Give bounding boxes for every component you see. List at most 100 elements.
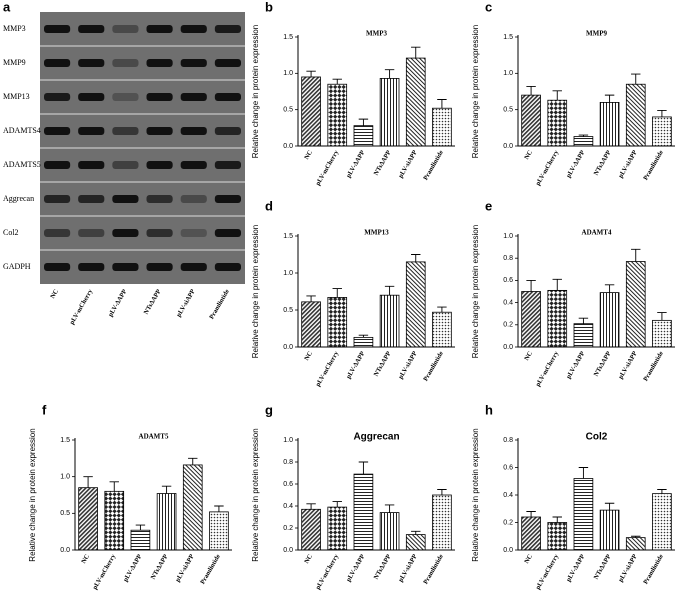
bar	[327, 83, 348, 147]
error-bar	[332, 501, 342, 508]
band	[112, 127, 139, 135]
error-bar	[552, 278, 562, 291]
panel-letter: d	[265, 198, 273, 213]
error-bar	[578, 317, 589, 324]
x-tick-label: NTsΔAPP	[373, 350, 393, 377]
y-tick-label: 0.6	[283, 481, 293, 488]
row-label: ADAMTS4	[3, 126, 41, 135]
error-bar	[526, 511, 536, 517]
band	[214, 127, 241, 135]
bar	[432, 311, 452, 348]
error-bar	[526, 85, 536, 96]
error-bar	[604, 94, 615, 103]
error-bar	[578, 467, 589, 479]
panel-letter: e	[485, 198, 492, 213]
x-tick-label: NTsΔAPP	[593, 350, 613, 377]
error-bar	[358, 334, 369, 338]
bar	[405, 261, 426, 348]
row-label: ADAMTS5	[3, 160, 41, 169]
y-tick-label: 0.2	[283, 525, 293, 532]
chart-title: Aggrecan	[353, 432, 399, 443]
x-tick-label: pLV-mCherry	[535, 149, 561, 187]
panel-letter: g	[265, 402, 273, 417]
x-tick-label: pLV-siAPP	[617, 149, 638, 179]
band	[112, 25, 139, 33]
y-tick-label: 1.5	[283, 233, 293, 240]
error-bar	[604, 502, 615, 511]
error-bar	[332, 78, 342, 85]
error-bar	[358, 461, 369, 475]
error-bar	[358, 118, 369, 126]
y-tick-label: 0.0	[60, 547, 70, 554]
error-bar	[552, 90, 562, 101]
error-bar	[384, 285, 395, 296]
x-tick-label: NTsΔAPP	[373, 149, 393, 176]
band	[112, 59, 139, 67]
bar	[652, 319, 672, 348]
x-tick-label: NTsΔAPP	[150, 553, 170, 580]
bar	[599, 102, 620, 147]
band	[44, 59, 71, 67]
bar	[353, 473, 374, 551]
axes	[297, 234, 455, 348]
x-tick-label: NC	[523, 350, 534, 362]
y-tick-label: 1.5	[503, 34, 513, 41]
bar	[130, 529, 151, 551]
bar	[521, 291, 541, 348]
lane-label: NC	[49, 288, 60, 300]
bar	[301, 301, 321, 348]
y-axis-label: Relative change in protein expression	[471, 428, 480, 561]
y-tick-label: 0.5	[60, 510, 70, 517]
band	[44, 25, 71, 33]
x-tick-label: NTsΔAPP	[593, 149, 613, 176]
bar	[405, 57, 426, 147]
x-tick-label: Pramlintide	[642, 149, 665, 181]
error-bar	[552, 516, 562, 523]
bar	[599, 292, 620, 348]
error-bar	[109, 481, 119, 492]
bar	[521, 516, 541, 551]
band	[78, 25, 105, 33]
y-tick-label: 1.5	[60, 437, 70, 444]
bar	[353, 336, 374, 348]
error-bar	[306, 295, 316, 302]
band	[146, 127, 173, 135]
bar	[182, 464, 203, 551]
y-tick-label: 1.0	[283, 437, 293, 444]
error-bar	[306, 70, 316, 77]
x-tick-label: NC	[303, 149, 314, 161]
panel-letter: b	[265, 0, 273, 14]
band	[146, 59, 173, 67]
x-tick-label: pLV-mCherry	[535, 350, 561, 388]
lane-label: pLV-mCherry	[69, 288, 95, 326]
y-axis-label: Relative change in protein expression	[251, 225, 260, 358]
band	[180, 195, 207, 203]
error-bar	[578, 134, 589, 137]
band	[180, 127, 207, 135]
y-tick-label: 1.0	[503, 233, 513, 240]
x-tick-label: Pramlintide	[642, 350, 665, 382]
error-bar	[384, 504, 395, 513]
y-tick-label: 0.0	[283, 143, 293, 150]
error-bar	[411, 46, 421, 59]
band	[180, 93, 207, 101]
error-bar	[526, 279, 536, 292]
error-bar	[214, 505, 224, 512]
x-tick-label: pLV-mCherry	[315, 350, 341, 388]
band	[146, 161, 173, 169]
x-tick-label: pLV-siAPP	[397, 350, 418, 380]
x-tick-label: pLV-siAPP	[617, 350, 638, 380]
y-axis-label: Relative change in protein expression	[251, 25, 260, 158]
y-axis-label: Relative change in protein expression	[28, 428, 37, 561]
y-tick-label: 1.5	[283, 34, 293, 41]
x-tick-label: pLV-mCherry	[315, 149, 341, 187]
y-tick-label: 0.0	[283, 547, 293, 554]
x-tick-label: pLV-siAPP	[617, 553, 638, 583]
x-tick-label: pLV-ΔAPP	[565, 553, 586, 583]
bar	[521, 94, 541, 147]
x-tick-label: pLV-ΔAPP	[345, 350, 366, 380]
x-tick-label: Pramlintide	[199, 553, 222, 585]
band	[146, 195, 173, 203]
bar	[547, 289, 568, 348]
error-bar	[411, 530, 421, 535]
